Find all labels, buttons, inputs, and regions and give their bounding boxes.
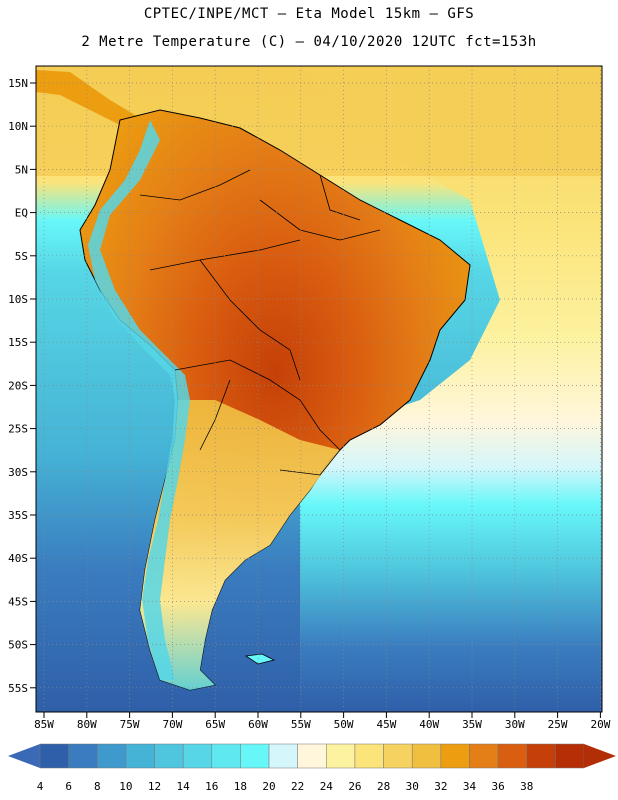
lat-label: 35S	[8, 509, 28, 522]
atlantic-ocean-field	[300, 66, 602, 712]
colorbar-bin	[440, 743, 470, 769]
colorbar-labels: 4 6 8 10 12 14 16 18 20 22 24 26 28 30 32 34 36 38	[37, 780, 534, 793]
colorbar-bin	[68, 743, 98, 769]
colorbar-label: 12	[148, 780, 161, 793]
temperature-colorbar: 4 6 8 10 12 14 16 18 20 22 24 26 28 30 32 34 36 38	[8, 743, 616, 793]
colorbar-bin	[240, 743, 270, 769]
lat-label: 45S	[8, 595, 28, 608]
colorbar-label: 36	[491, 780, 504, 793]
colorbar-bin	[469, 743, 499, 769]
lat-label: 55S	[8, 682, 28, 695]
falkland-islands	[244, 653, 276, 665]
lat-label: 30S	[8, 466, 28, 479]
colorbar-label: 26	[348, 780, 361, 793]
lon-label: 60W	[248, 718, 268, 731]
lon-label: 25W	[548, 718, 568, 731]
lat-label: 25S	[8, 423, 28, 436]
lon-label: 55W	[291, 718, 311, 731]
country-borders	[139, 169, 381, 476]
colorbar-bin	[383, 743, 413, 769]
colorbar-label: 32	[434, 780, 447, 793]
colorbar-label: 14	[177, 780, 191, 793]
lon-label: 40W	[419, 718, 439, 731]
lat-label: 5N	[15, 163, 28, 176]
colorbar-label: 8	[94, 780, 101, 793]
latitude-axis: 15N 10N 5N EQ 5S 10S 15S 20S 25S 30S 35S 40S 45S 50S 5…	[8, 77, 36, 695]
lat-label: 20S	[8, 379, 28, 392]
colorbar-bin	[39, 743, 69, 769]
colorbar-label: 4	[37, 780, 44, 793]
southern-cone-land	[140, 400, 340, 690]
colorbar-bin	[182, 743, 213, 769]
colorbar-label: 24	[320, 780, 334, 793]
colorbar-high-arrow	[584, 744, 616, 768]
map-title-line-2: 2 Metre Temperature (C) – 04/10/2020 12U…	[81, 34, 537, 50]
colorbar-label: 6	[65, 780, 72, 793]
colorbar-label: 34	[463, 780, 477, 793]
colorbar-label: 38	[520, 780, 533, 793]
colorbar-bin	[497, 743, 527, 769]
lon-label: 85W	[34, 718, 54, 731]
colorbar-label: 10	[119, 780, 132, 793]
lon-label: 80W	[77, 718, 97, 731]
lat-label: 5S	[15, 250, 28, 263]
colorbar-bins	[39, 743, 585, 769]
lat-label: 15N	[8, 77, 28, 90]
central-america-land	[36, 70, 140, 125]
lon-label: 50W	[334, 718, 354, 731]
colorbar-low-arrow	[8, 744, 40, 768]
lon-label: 35W	[462, 718, 482, 731]
colorbar-label: 20	[262, 780, 275, 793]
colorbar-bin	[268, 743, 298, 769]
colorbar-label: 30	[406, 780, 419, 793]
colorbar-bin	[97, 743, 127, 769]
temperature-map: 15N 10N 5N EQ 5S 10S 15S 20S 25S 30S 35S 40S 45S 50S 5…	[8, 65, 611, 731]
colorbar-label: 22	[291, 780, 304, 793]
lon-label: 20W	[590, 718, 610, 731]
colorbar-bin	[411, 743, 442, 769]
lon-label: 75W	[120, 718, 140, 731]
colorbar-bin	[526, 743, 556, 769]
lat-label: 15S	[8, 336, 28, 349]
lat-label: 50S	[8, 639, 28, 652]
map-title-line-1: CPTEC/INPE/MCT – Eta Model 15km – GFS	[143, 6, 475, 22]
andes-cold-ridge	[88, 120, 190, 680]
lat-label: 10S	[8, 293, 28, 306]
colorbar-bin	[211, 743, 241, 769]
colorbar-label: 16	[205, 780, 218, 793]
lon-label: 70W	[162, 718, 182, 731]
colorbar-bin	[297, 743, 327, 769]
colorbar-bin	[354, 743, 384, 769]
lat-label: 10N	[8, 120, 28, 133]
colorbar-bin	[326, 743, 356, 769]
lon-label: 45W	[376, 718, 396, 731]
colorbar-bin	[125, 743, 155, 769]
colorbar-label: 28	[377, 780, 390, 793]
colorbar-bin	[555, 743, 585, 769]
lat-label: EQ	[15, 207, 28, 220]
map-frame	[35, 65, 603, 713]
colorbar-bin	[154, 743, 184, 769]
lat-label: 40S	[8, 552, 28, 565]
colorbar-label: 18	[234, 780, 247, 793]
lon-label: 65W	[205, 718, 225, 731]
lon-label: 30W	[505, 718, 525, 731]
longitude-axis: 85W 80W 75W 70W 65W 60W 55W 50W 45W 40W 35W 30W 25W 2…	[34, 712, 611, 731]
